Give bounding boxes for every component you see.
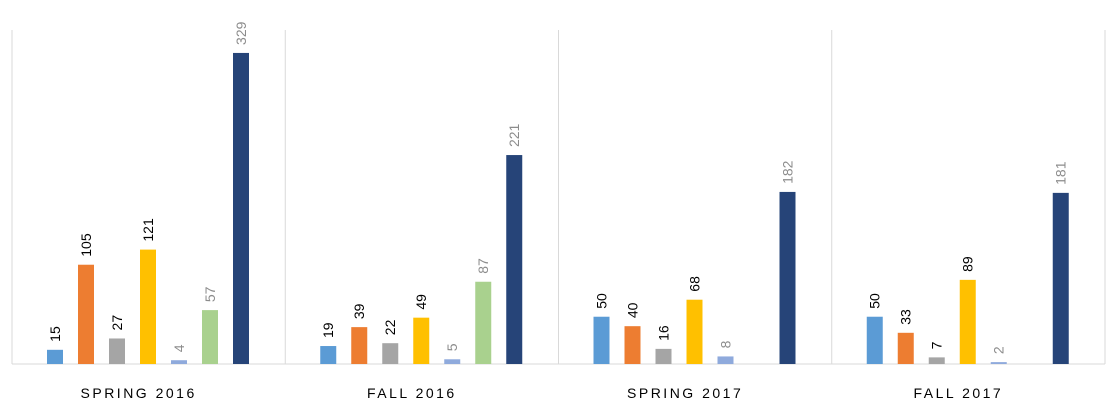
data-label: 16 — [656, 325, 672, 341]
bar — [593, 316, 610, 364]
bar — [624, 326, 641, 364]
bar — [413, 317, 430, 364]
data-label: 181 — [1053, 161, 1069, 185]
data-label: 49 — [413, 294, 429, 310]
bar — [202, 310, 218, 364]
bar — [990, 362, 1007, 364]
bar — [140, 249, 156, 364]
bar — [171, 360, 187, 364]
bar — [928, 357, 945, 364]
bar — [475, 281, 492, 364]
x-tick-label: SPRING 2017 — [627, 385, 743, 401]
bar — [866, 316, 883, 364]
data-label: 40 — [625, 302, 641, 318]
data-label: 57 — [202, 286, 218, 302]
data-label: 7 — [929, 341, 945, 349]
bar — [686, 299, 703, 364]
bar — [717, 356, 734, 364]
bar — [959, 279, 976, 364]
bar — [109, 338, 125, 364]
data-label: 4 — [171, 344, 187, 352]
data-label: 68 — [687, 276, 703, 292]
bar — [779, 191, 796, 364]
data-label: 221 — [506, 123, 522, 147]
data-label: 5 — [444, 343, 460, 351]
data-label: 15 — [47, 326, 63, 342]
bar — [78, 264, 94, 364]
data-label: 22 — [382, 319, 398, 335]
data-label: 329 — [233, 21, 249, 45]
data-label: 121 — [140, 218, 156, 242]
data-label: 2 — [991, 346, 1007, 354]
bar — [47, 349, 63, 364]
bar — [897, 332, 914, 364]
bar — [233, 52, 249, 364]
data-label: 50 — [867, 293, 883, 309]
bar — [655, 348, 672, 364]
data-label: 87 — [475, 258, 491, 274]
bar — [382, 343, 399, 364]
data-label: 19 — [320, 322, 336, 338]
bar — [444, 359, 461, 364]
data-label: 89 — [960, 256, 976, 272]
x-tick-label: FALL 2016 — [367, 385, 457, 401]
bar — [320, 346, 337, 364]
bar — [351, 327, 368, 364]
x-tick-label: FALL 2017 — [914, 385, 1004, 401]
bar — [1052, 192, 1069, 364]
x-tick-label: SPRING 2016 — [81, 385, 197, 401]
data-label: 33 — [898, 309, 914, 325]
bar — [506, 155, 523, 364]
data-label: 50 — [594, 293, 610, 309]
data-label: 8 — [718, 340, 734, 348]
data-label: 27 — [109, 315, 125, 331]
data-label: 105 — [78, 233, 94, 257]
data-label: 39 — [351, 303, 367, 319]
data-label: 182 — [780, 160, 796, 184]
